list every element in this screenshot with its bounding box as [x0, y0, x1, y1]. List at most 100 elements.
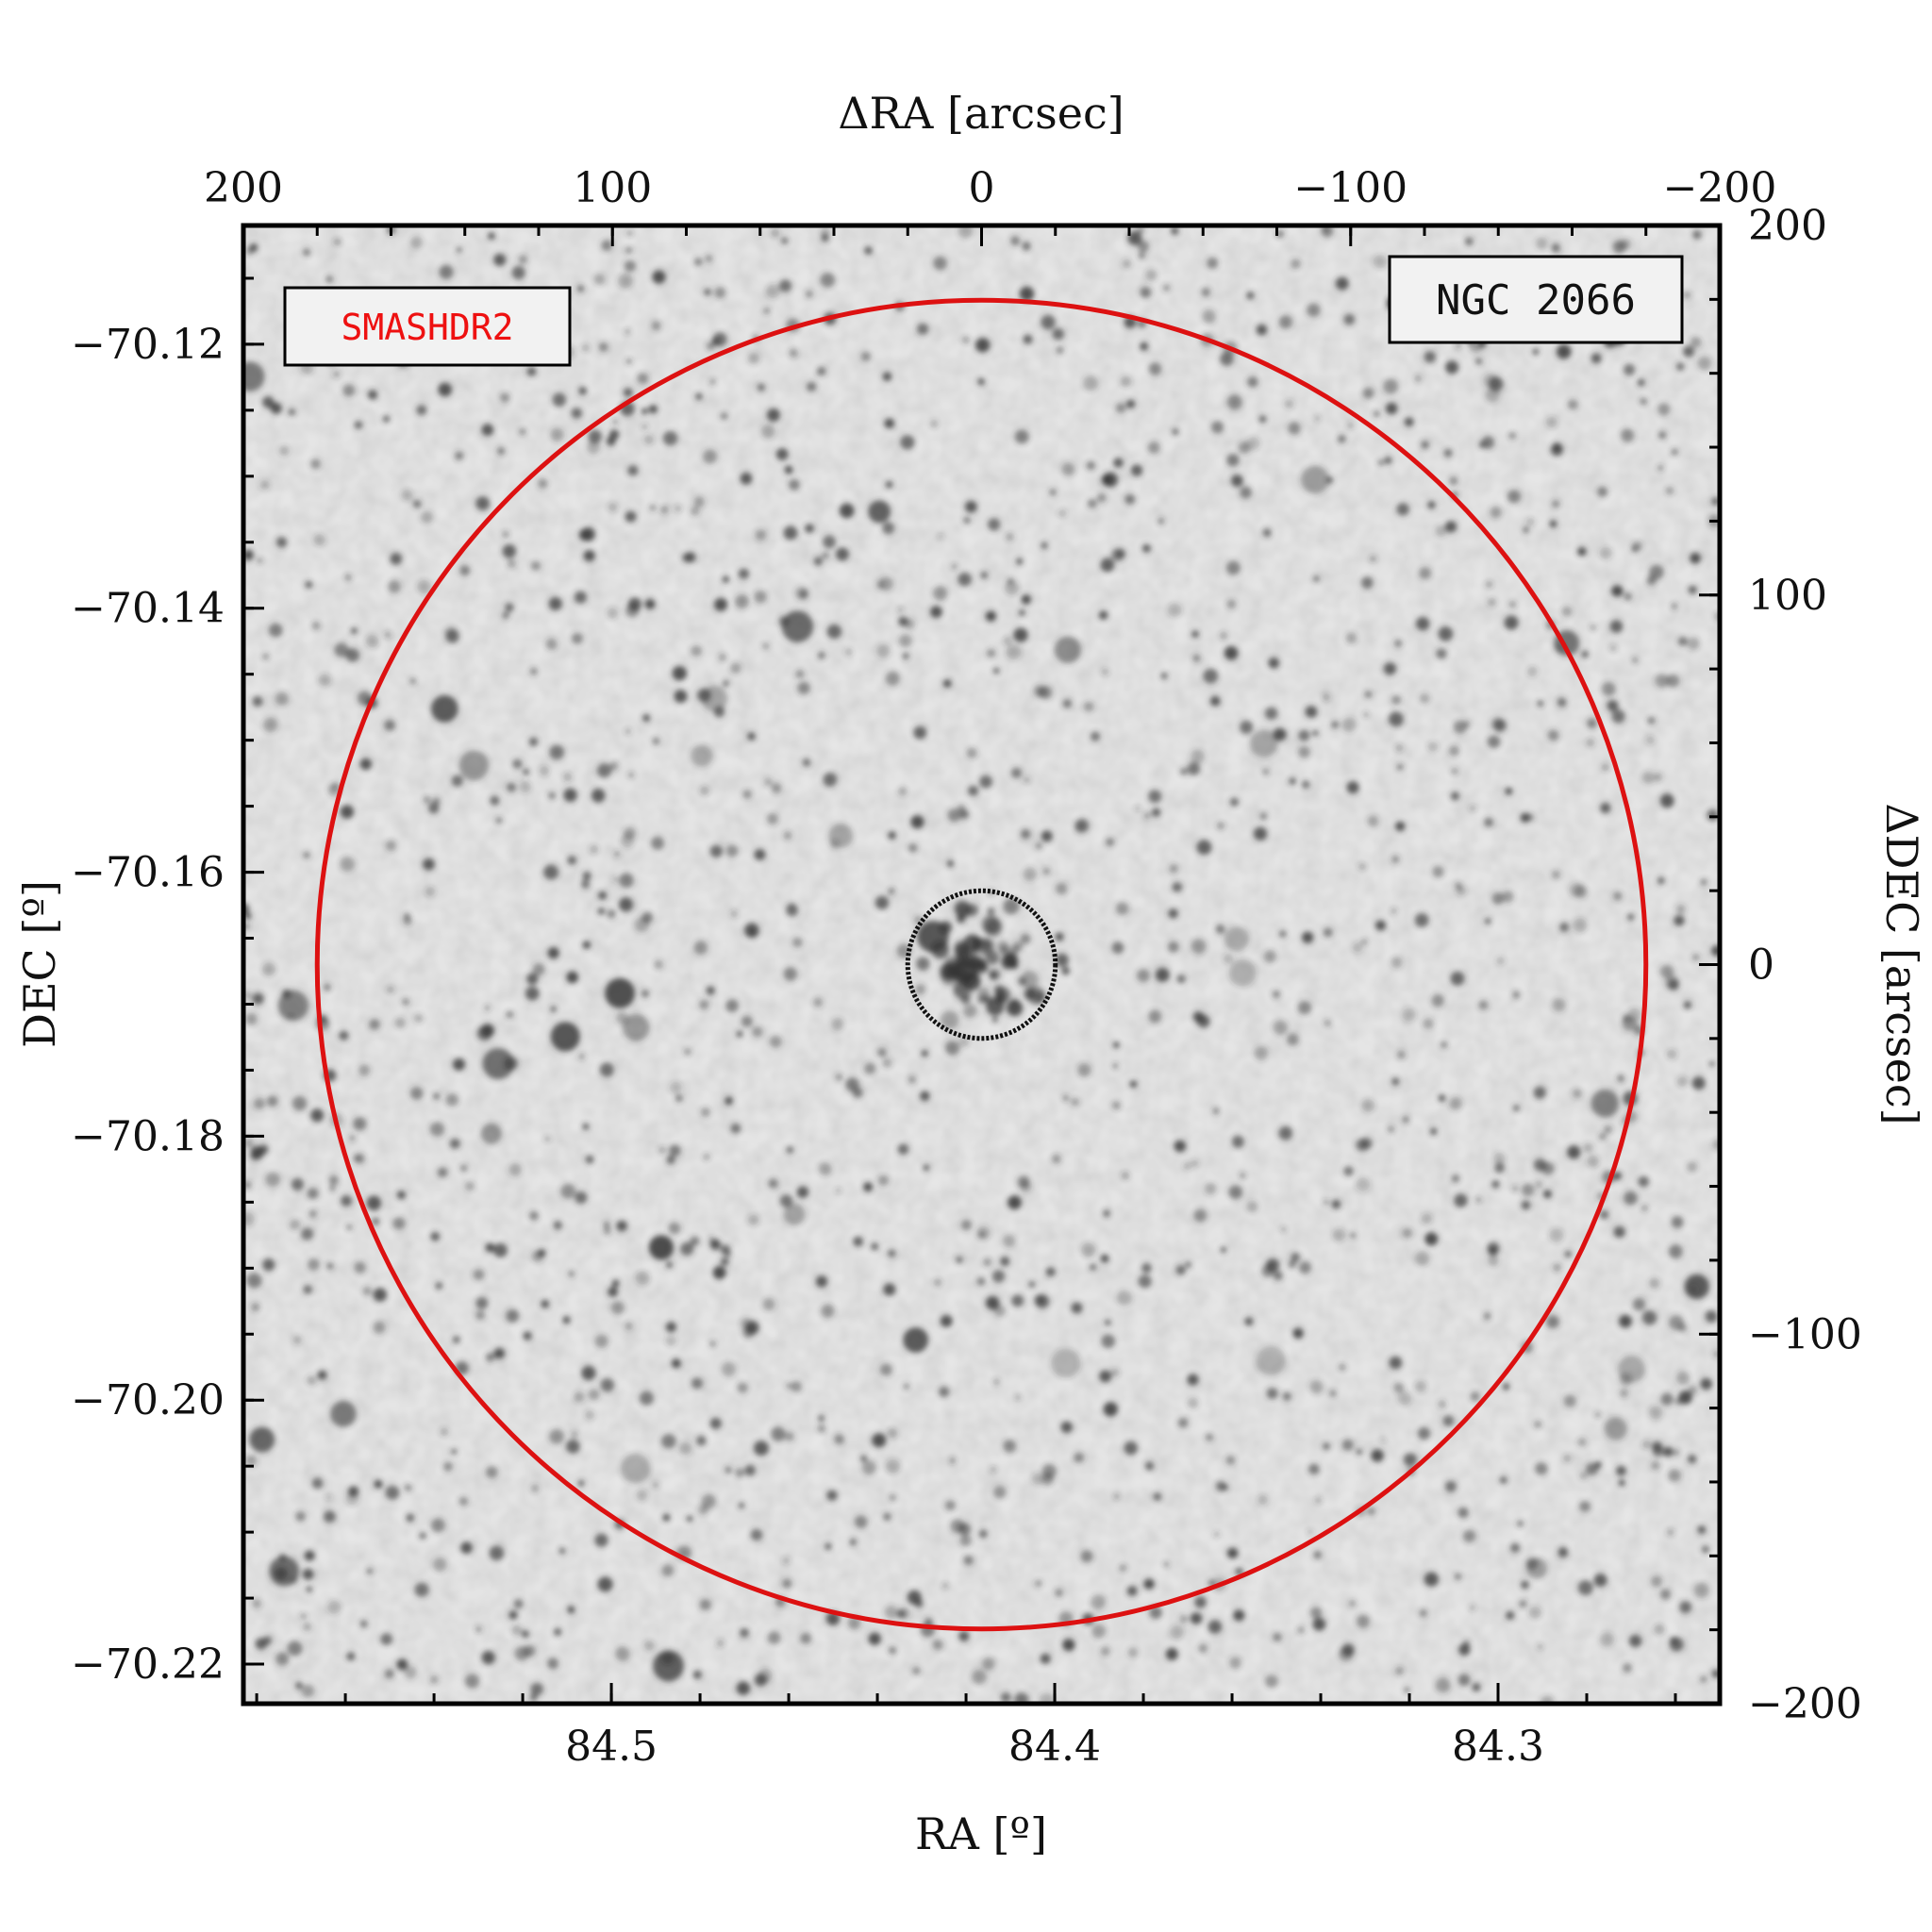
- star: [495, 817, 503, 824]
- bottom-tick-label: 84.5: [565, 1723, 658, 1771]
- star: [1533, 1086, 1546, 1099]
- star: [1263, 950, 1277, 963]
- star: [1360, 939, 1368, 945]
- star: [718, 653, 726, 662]
- star: [488, 232, 495, 241]
- star: [902, 653, 909, 659]
- star: [1174, 1264, 1187, 1275]
- star: [649, 504, 657, 511]
- star: [888, 831, 896, 840]
- star: [475, 1625, 482, 1633]
- star: [243, 361, 265, 391]
- star: [1552, 998, 1566, 1012]
- star: [1404, 1687, 1410, 1693]
- star: [886, 1458, 901, 1474]
- star: [291, 1177, 305, 1191]
- star: [1308, 1463, 1320, 1475]
- star: [750, 1528, 763, 1541]
- star: [451, 1448, 458, 1455]
- star: [1194, 1596, 1207, 1608]
- star: [611, 1279, 620, 1288]
- star: [939, 1386, 950, 1397]
- star: [508, 1163, 522, 1176]
- star: [1045, 1267, 1056, 1277]
- star: [956, 1256, 963, 1264]
- star: [742, 1326, 755, 1339]
- star: [1324, 1020, 1331, 1026]
- star: [1213, 1530, 1221, 1539]
- star: [762, 1297, 775, 1311]
- star: [1438, 626, 1454, 641]
- star: [513, 1599, 524, 1609]
- star: [744, 1464, 756, 1476]
- star: [735, 1468, 745, 1478]
- star: [550, 1006, 557, 1012]
- star: [1049, 489, 1057, 496]
- star: [624, 328, 631, 335]
- cluster-star: [916, 957, 930, 971]
- star: [1637, 378, 1645, 387]
- star: [816, 366, 826, 376]
- star: [1226, 454, 1240, 467]
- star: [1603, 1124, 1612, 1134]
- star: [598, 891, 608, 900]
- star: [585, 1409, 595, 1421]
- star: [1374, 410, 1380, 417]
- star: [384, 720, 396, 731]
- star: [274, 1567, 288, 1581]
- star: [897, 607, 904, 613]
- star: [903, 1383, 910, 1390]
- star: [1384, 457, 1392, 464]
- star: [396, 1191, 407, 1200]
- star: [1650, 1575, 1662, 1588]
- star: [261, 962, 276, 976]
- star: [692, 1670, 702, 1679]
- star: [623, 388, 633, 398]
- star: [1062, 1094, 1070, 1102]
- top-tick-label: 100: [573, 164, 652, 212]
- star: [709, 1341, 716, 1347]
- star: [1607, 699, 1619, 712]
- star: [1124, 493, 1136, 505]
- star: [908, 1075, 916, 1084]
- star: [1172, 882, 1183, 892]
- star: [877, 1174, 890, 1186]
- star: [550, 1022, 580, 1052]
- star: [1427, 741, 1439, 753]
- star: [1312, 730, 1319, 737]
- star: [904, 618, 915, 629]
- star: [699, 1598, 711, 1611]
- star: [354, 1261, 366, 1274]
- star: [1675, 1371, 1690, 1386]
- star: [512, 758, 523, 769]
- star: [1414, 912, 1429, 927]
- star: [313, 534, 325, 546]
- star: [1305, 706, 1318, 718]
- star: [1520, 812, 1530, 823]
- star: [1521, 1580, 1529, 1590]
- star: [607, 908, 616, 919]
- star: [1472, 1682, 1481, 1692]
- star: [568, 1271, 575, 1277]
- star: [1362, 711, 1370, 718]
- star: [815, 1275, 828, 1288]
- star: [582, 941, 591, 949]
- star: [1674, 1398, 1683, 1406]
- star: [1273, 1632, 1282, 1642]
- star: [414, 1013, 424, 1024]
- star: [344, 574, 352, 581]
- star: [1229, 1657, 1241, 1669]
- star: [1220, 352, 1234, 366]
- star: [1666, 674, 1680, 688]
- star: [1563, 1454, 1572, 1462]
- survey-label: SMASHDR2: [341, 307, 513, 348]
- star: [1404, 417, 1414, 427]
- star: [577, 285, 584, 292]
- star: [703, 1154, 710, 1160]
- star: [580, 879, 591, 890]
- star: [1385, 402, 1398, 415]
- star: [653, 1650, 685, 1682]
- star: [1626, 913, 1635, 921]
- star: [581, 1365, 596, 1381]
- star: [249, 243, 258, 252]
